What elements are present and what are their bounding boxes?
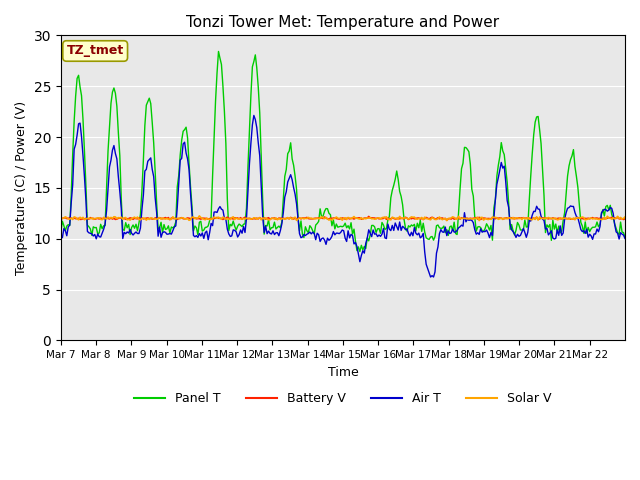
Solar V: [620, 216, 627, 221]
Solar V: [546, 216, 554, 221]
Battery V: [348, 216, 355, 221]
Air T: [349, 233, 356, 239]
Air T: [250, 112, 258, 118]
Solar V: [349, 215, 356, 221]
Air T: [546, 230, 554, 236]
Panel T: [57, 228, 65, 234]
Air T: [57, 233, 65, 239]
Line: Air T: Air T: [61, 115, 625, 277]
Battery V: [462, 216, 470, 221]
Panel T: [546, 222, 554, 228]
Solar V: [462, 216, 470, 221]
Solar V: [76, 215, 84, 220]
Battery V: [620, 216, 627, 222]
X-axis label: Time: Time: [328, 366, 358, 379]
Solar V: [443, 218, 451, 224]
Battery V: [57, 215, 65, 221]
Text: TZ_tmet: TZ_tmet: [67, 45, 124, 58]
Panel T: [462, 144, 470, 150]
Battery V: [621, 216, 629, 222]
Panel T: [621, 234, 629, 240]
Air T: [621, 236, 629, 241]
Solar V: [621, 214, 629, 220]
Air T: [427, 274, 435, 280]
Y-axis label: Temperature (C) / Power (V): Temperature (C) / Power (V): [15, 101, 28, 275]
Air T: [620, 232, 627, 238]
Line: Battery V: Battery V: [61, 216, 625, 220]
Line: Solar V: Solar V: [61, 216, 625, 221]
Panel T: [620, 230, 627, 236]
Battery V: [76, 216, 84, 222]
Battery V: [94, 216, 102, 221]
Battery V: [546, 216, 554, 221]
Battery V: [365, 214, 372, 219]
Solar V: [57, 216, 65, 222]
Panel T: [94, 231, 102, 237]
Air T: [76, 120, 84, 126]
Solar V: [94, 215, 102, 221]
Panel T: [214, 48, 222, 54]
Battery V: [443, 217, 451, 223]
Solar V: [195, 213, 203, 219]
Title: Tonzi Tower Met: Temperature and Power: Tonzi Tower Met: Temperature and Power: [186, 15, 499, 30]
Legend: Panel T, Battery V, Air T, Solar V: Panel T, Battery V, Air T, Solar V: [129, 387, 557, 410]
Air T: [94, 231, 102, 237]
Air T: [462, 219, 470, 225]
Panel T: [76, 84, 84, 90]
Panel T: [349, 231, 356, 237]
Panel T: [356, 249, 364, 254]
Line: Panel T: Panel T: [61, 51, 625, 252]
